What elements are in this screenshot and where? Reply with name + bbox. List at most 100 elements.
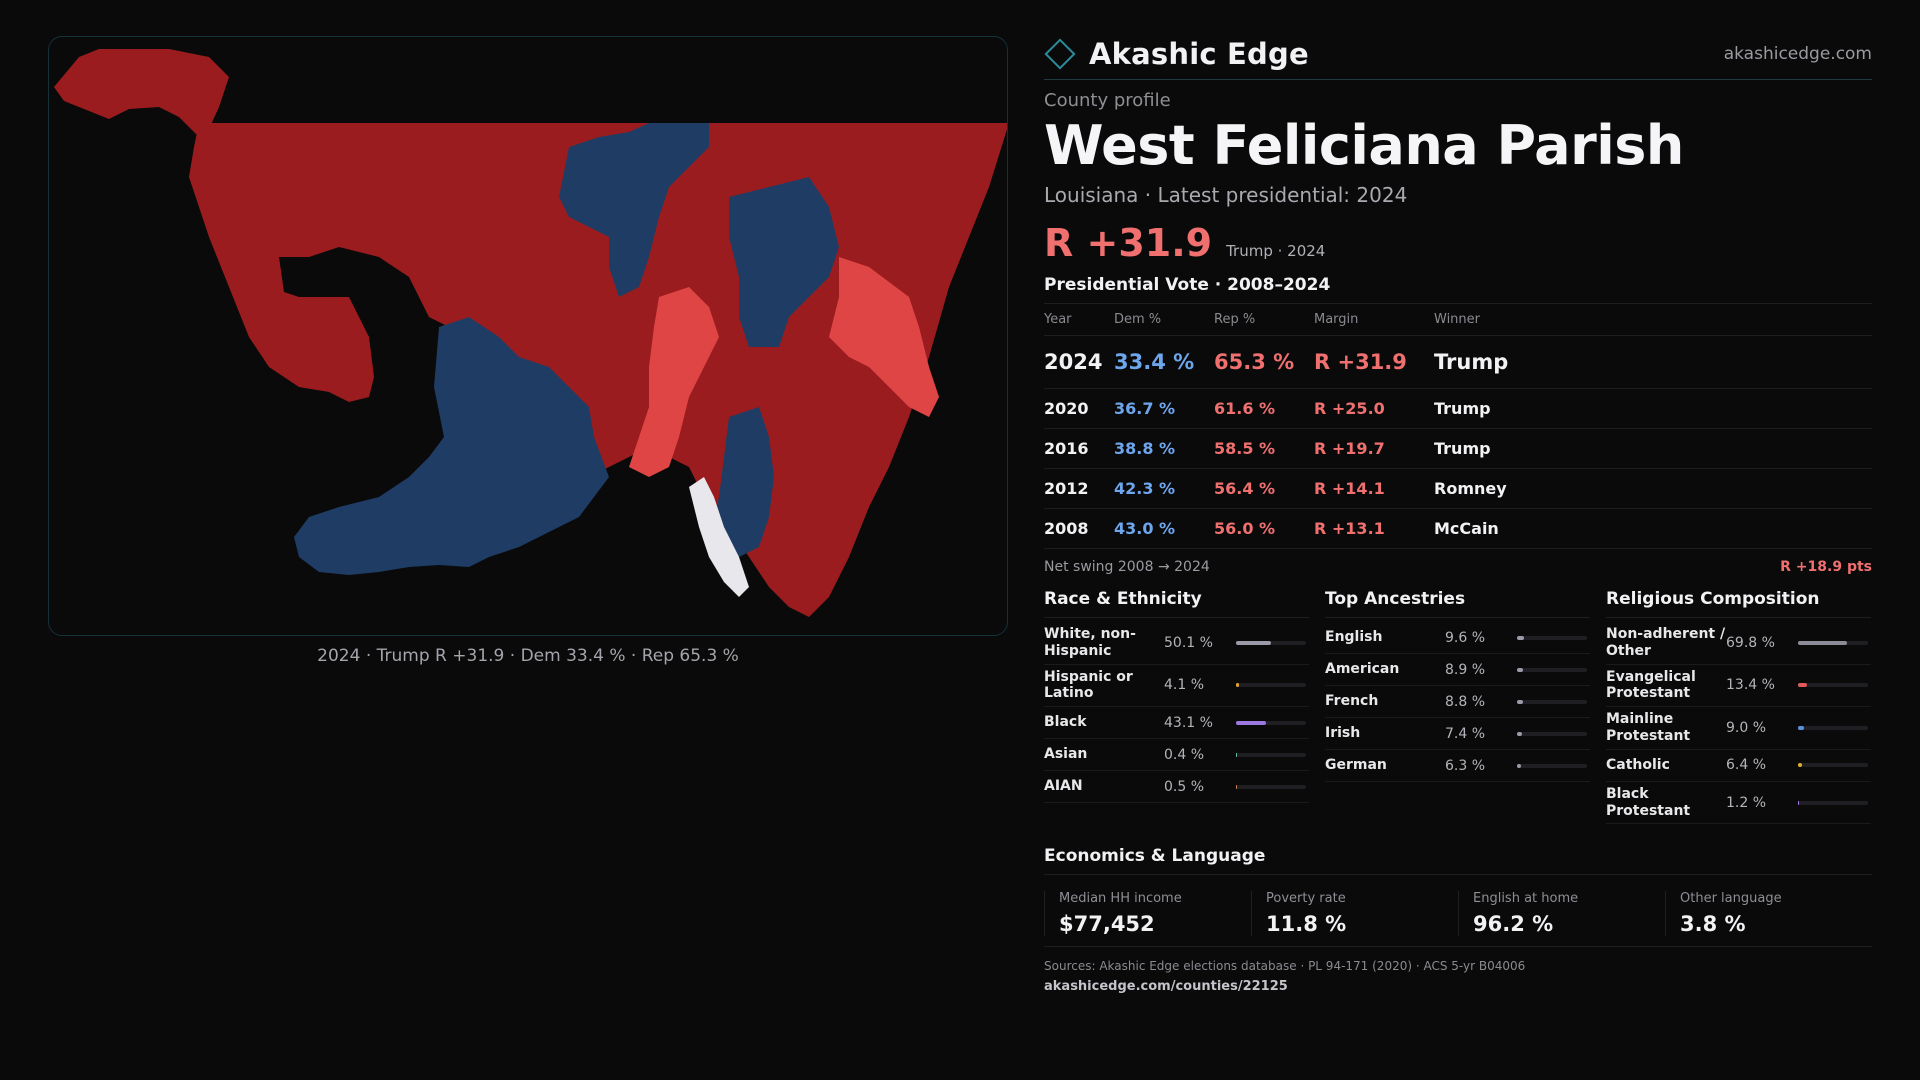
ancestry-bar-fill [1517,731,1523,736]
race-row[interactable]: AIAN 0.5 % [1044,771,1309,804]
religion-bar [1798,640,1868,645]
religion-label: Catholic [1606,756,1670,773]
stat-english-at-home: English at home 96.2 % [1458,891,1665,937]
page-subtitle: Louisiana · Latest presidential: 2024 [1044,183,1408,208]
race-value: 43.1 % [1164,714,1213,731]
latest-margin: R +31.9 Trump · 2024 [1044,221,1872,265]
table-row[interactable]: 2016 38.8 % 58.5 % R +19.7 Trump [1044,428,1872,470]
precinct-region-dem-northeast[interactable] [729,177,839,347]
cell-margin: R +25.0 [1314,388,1434,430]
religion-bar-fill [1798,726,1805,731]
ancestry-bar [1517,731,1587,736]
cell-dem: 36.7 % [1114,388,1214,430]
ancestry-row[interactable]: English 9.6 % [1325,622,1590,655]
precinct-region-dem-south[interactable] [709,407,774,557]
religion-bar [1798,800,1868,805]
religion-section-title: Religious Composition [1606,589,1871,619]
cell-winner: Trump [1434,428,1872,470]
ancestry-bar-fill [1517,667,1524,672]
table-row[interactable]: 2024 33.4 % 65.3 % R +31.9 Trump [1044,335,1872,390]
header: Akashic Edge akashicedge.com [1044,32,1872,80]
ancestry-label: German [1325,757,1387,774]
header-winner: Winner [1434,304,1872,337]
precinct-map-svg [54,49,1007,617]
race-bar-fill [1236,640,1272,645]
cell-dem: 42.3 % [1114,468,1214,510]
profile-kicker: County profile [1044,90,1171,111]
precinct-region-lean-rep-east[interactable] [829,257,939,417]
ancestry-bar [1517,699,1587,704]
ancestry-value: 7.4 % [1445,725,1486,742]
ancestry-row[interactable]: German 6.3 % [1325,750,1590,783]
brand-name: Akashic Edge [1089,36,1309,71]
ancestry-bar-fill [1517,635,1524,640]
votes-table: Year Dem % Rep % Margin Winner 2024 33.4… [1044,304,1872,550]
precinct-region-dem-southwest[interactable] [294,317,609,575]
ancestry-section-title: Top Ancestries [1325,589,1590,619]
sources-note: Sources: Akashic Edge elections database… [1044,959,1526,974]
religion-row[interactable]: Mainline Protestant 9.0 % [1606,707,1871,750]
precinct-region-rep-northwest[interactable] [54,49,229,137]
cell-winner: McCain [1434,508,1872,550]
cell-year: 2016 [1044,428,1114,470]
table-row[interactable]: 2012 42.3 % 56.4 % R +14.1 Romney [1044,468,1872,510]
race-bar [1236,683,1306,688]
cell-margin: R +31.9 [1314,335,1434,390]
religion-bar-fill [1798,763,1803,768]
stat-other-language: Other language 3.8 % [1665,891,1872,937]
ancestry-label: American [1325,661,1400,678]
stat-value: 96.2 % [1473,912,1554,937]
site-link[interactable]: akashicedge.com [1723,43,1872,64]
stat-value: $77,452 [1059,912,1155,937]
religion-row[interactable]: Black Protestant 1.2 % [1606,782,1871,825]
race-label: Asian [1044,746,1088,763]
religion-row[interactable]: Non-adherent / Other 69.8 % [1606,622,1871,665]
cell-rep: 61.6 % [1214,388,1314,430]
cell-margin: R +19.7 [1314,428,1434,470]
race-row[interactable]: White, non-Hispanic 50.1 % [1044,622,1309,665]
ancestry-value: 6.3 % [1445,757,1486,774]
religion-row[interactable]: Evangelical Protestant 13.4 % [1606,665,1871,708]
race-bar-fill [1236,784,1238,789]
header-rep: Rep % [1214,304,1314,337]
brand-logo[interactable]: Akashic Edge [1044,37,1309,71]
race-row[interactable]: Black 43.1 % [1044,707,1309,740]
economics-section-title: Economics & Language [1044,846,1872,876]
ancestry-bar [1517,667,1587,672]
precinct-region-tie[interactable] [689,477,749,597]
cell-year: 2024 [1044,335,1114,390]
race-section-title: Race & Ethnicity [1044,589,1309,619]
header-year: Year [1044,304,1114,337]
ancestry-row[interactable]: Irish 7.4 % [1325,718,1590,751]
religion-bar-fill [1798,640,1847,645]
cell-year: 2020 [1044,388,1114,430]
stat-label: English at home [1473,891,1579,907]
religion-row[interactable]: Catholic 6.4 % [1606,750,1871,782]
ancestry-row[interactable]: French 8.8 % [1325,686,1590,719]
religion-bar-fill [1798,800,1800,805]
race-row[interactable]: Asian 0.4 % [1044,739,1309,772]
table-row[interactable]: 2008 43.0 % 56.0 % R +13.1 McCain [1044,508,1872,550]
religion-value: 1.2 % [1726,794,1767,811]
race-bar-fill [1236,683,1239,688]
ancestry-row[interactable]: American 8.9 % [1325,654,1590,687]
cell-year: 2008 [1044,508,1114,550]
religion-value: 9.0 % [1726,720,1767,737]
cell-dem: 33.4 % [1114,335,1214,390]
precinct-region-lean-rep-central[interactable] [629,287,719,477]
race-value: 50.1 % [1164,634,1213,651]
votes-table-header: Year Dem % Rep % Margin Winner [1044,304,1872,337]
race-bar-fill [1236,720,1267,725]
county-url[interactable]: akashicedge.com/counties/22125 [1044,979,1288,995]
stat-label: Other language [1680,891,1782,907]
cell-winner: Romney [1434,468,1872,510]
cell-dem: 38.8 % [1114,428,1214,470]
latest-margin-value: R +31.9 [1044,221,1213,266]
race-bar [1236,752,1306,757]
precinct-region-dem-north[interactable] [559,123,709,297]
race-row[interactable]: Hispanic or Latino 4.1 % [1044,665,1309,708]
table-row[interactable]: 2020 36.7 % 61.6 % R +25.0 Trump [1044,388,1872,430]
precinct-map[interactable] [48,36,1008,636]
header-margin: Margin [1314,304,1434,337]
ancestry-section: Top Ancestries English 9.6 % American 8.9 %… [1325,589,1590,824]
